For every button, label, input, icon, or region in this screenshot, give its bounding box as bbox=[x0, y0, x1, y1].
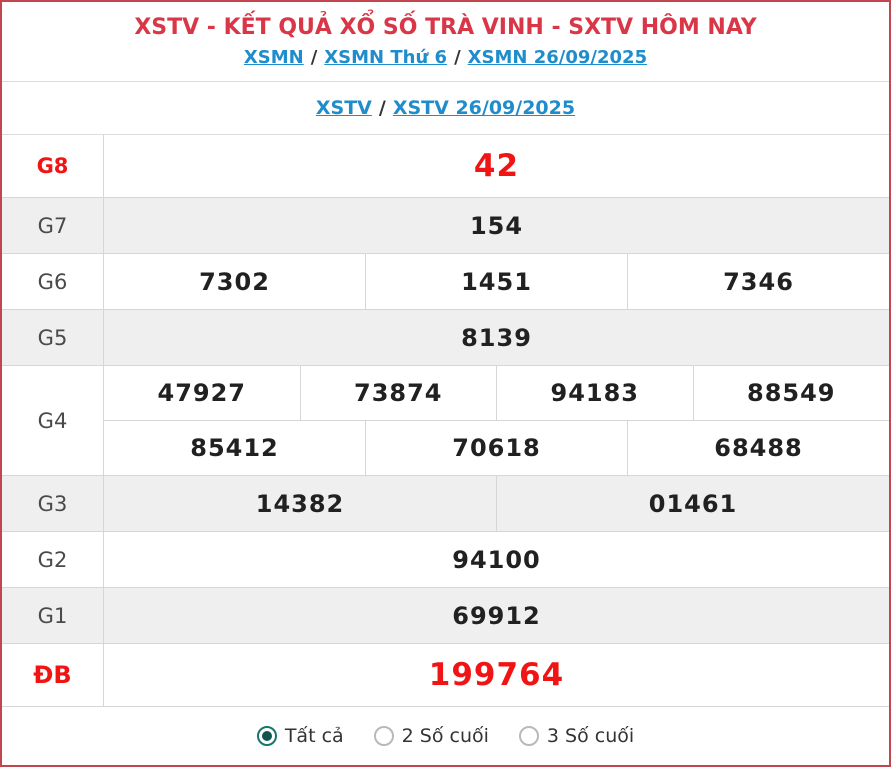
value-group: 7302 1451 7346 bbox=[104, 254, 889, 309]
value-group: 154 bbox=[104, 198, 889, 253]
prize-row-g1: G1 69912 bbox=[2, 588, 889, 644]
breadcrumb-link[interactable]: XSMN 26/09/2025 bbox=[467, 47, 648, 68]
filter-option-label[interactable]: 2 Số cuối bbox=[401, 725, 489, 747]
subheader: XSTV / XSTV 26/09/2025 bbox=[2, 82, 889, 135]
prize-label: G5 bbox=[2, 310, 104, 365]
value-group: 14382 01461 bbox=[104, 476, 889, 531]
prize-values: 94100 bbox=[104, 532, 889, 587]
breadcrumb-separator: / bbox=[310, 47, 318, 68]
prize-values: 69912 bbox=[104, 588, 889, 643]
filter-option[interactable]: 2 Số cuối bbox=[373, 725, 489, 747]
prize-row-g2: G2 94100 bbox=[2, 532, 889, 588]
radio-selected-icon[interactable] bbox=[256, 726, 277, 746]
breadcrumb-link[interactable]: XSTV bbox=[315, 97, 372, 119]
filter-option-label[interactable]: Tất cả bbox=[284, 725, 344, 747]
filter-option[interactable]: Tất cả bbox=[256, 725, 344, 747]
prize-label: G2 bbox=[2, 532, 104, 587]
winning-number: 154 bbox=[469, 211, 524, 240]
results-table: G8 42 G7 154 G6 7302 1451 7346 G5 8139 G4 47927 7387… bbox=[2, 135, 889, 707]
prize-values: 8139 bbox=[104, 310, 889, 365]
winning-number: 68488 bbox=[627, 421, 889, 475]
breadcrumb-separator: / bbox=[454, 47, 461, 68]
winning-number: 85412 bbox=[190, 434, 279, 462]
prize-label: G8 bbox=[2, 135, 104, 197]
prize-values: 154 bbox=[104, 198, 889, 253]
filter-option-label[interactable]: 3 Số cuối bbox=[546, 725, 635, 747]
prize-label: G1 bbox=[2, 588, 104, 643]
page-title: XSTV - KẾT QUẢ XỔ SỐ TRÀ VINH - SXTV HÔM… bbox=[134, 15, 757, 40]
value-group: 199764 bbox=[104, 644, 889, 706]
value-group: 42 bbox=[104, 135, 889, 197]
filter-bar: Tất cả 2 Số cuối 3 Số cuối bbox=[2, 707, 889, 765]
winning-number: 14382 bbox=[255, 489, 345, 518]
prize-row-g8: G8 42 bbox=[2, 135, 889, 198]
winning-number: 94183 bbox=[496, 366, 693, 420]
prize-label: G4 bbox=[2, 366, 104, 475]
winning-number: 94100 bbox=[452, 545, 541, 574]
winning-number: 01461 bbox=[496, 476, 889, 531]
winning-number: 199764 bbox=[428, 657, 565, 693]
prize-values: 7302 1451 7346 bbox=[104, 254, 889, 309]
prize-values: 47927 73874 94183 88549 85412 70618 68488 bbox=[104, 366, 889, 475]
breadcrumb-xsmn: XSMN / XSMN Thứ 6 / XSMN 26/09/2025 bbox=[244, 47, 647, 68]
value-group: 8139 bbox=[104, 310, 889, 365]
winning-number: 1451 bbox=[365, 254, 627, 309]
header: XSTV - KẾT QUẢ XỔ SỐ TRÀ VINH - SXTV HÔM… bbox=[2, 2, 889, 82]
winning-number: 70618 bbox=[365, 421, 627, 475]
prize-label: G3 bbox=[2, 476, 104, 531]
prize-label: ĐB bbox=[2, 644, 104, 706]
prize-row-g6: G6 7302 1451 7346 bbox=[2, 254, 889, 310]
winning-number: 8139 bbox=[461, 323, 532, 352]
prize-label: G6 bbox=[2, 254, 104, 309]
prize-values: 42 bbox=[104, 135, 889, 197]
breadcrumb-link[interactable]: XSMN Thứ 6 bbox=[324, 47, 448, 68]
winning-number: 7302 bbox=[199, 267, 270, 296]
radio-unselected-icon[interactable] bbox=[373, 726, 394, 746]
winning-number: 42 bbox=[473, 148, 520, 184]
value-group: 47927 73874 94183 88549 bbox=[104, 366, 889, 420]
prize-row-g7: G7 154 bbox=[2, 198, 889, 254]
winning-number: 47927 bbox=[157, 379, 246, 407]
filter-option[interactable]: 3 Số cuối bbox=[518, 725, 635, 747]
breadcrumb-link[interactable]: XSMN bbox=[243, 47, 304, 68]
breadcrumb-link[interactable]: XSTV 26/09/2025 bbox=[392, 97, 576, 119]
radio-unselected-icon[interactable] bbox=[518, 726, 539, 746]
winning-number: 7346 bbox=[627, 254, 889, 309]
breadcrumb-xstv: XSTV / XSTV 26/09/2025 bbox=[316, 97, 575, 119]
value-group: 85412 70618 68488 bbox=[104, 420, 889, 475]
prize-values: 199764 bbox=[104, 644, 889, 706]
winning-number: 69912 bbox=[452, 601, 541, 630]
winning-number: 88549 bbox=[692, 366, 890, 420]
value-group: 69912 bbox=[104, 588, 889, 643]
breadcrumb-separator: / bbox=[378, 97, 386, 119]
prize-values: 14382 01461 bbox=[104, 476, 889, 531]
prize-row-g4: G4 47927 73874 94183 88549 85412 70618 68488 bbox=[2, 366, 889, 476]
value-group: 94100 bbox=[104, 532, 889, 587]
prize-row-g5: G5 8139 bbox=[2, 310, 889, 366]
prize-row-g3: G3 14382 01461 bbox=[2, 476, 889, 532]
winning-number: 73874 bbox=[299, 366, 497, 420]
prize-label: G7 bbox=[2, 198, 104, 253]
prize-row-đb: ĐB 199764 bbox=[2, 644, 889, 707]
